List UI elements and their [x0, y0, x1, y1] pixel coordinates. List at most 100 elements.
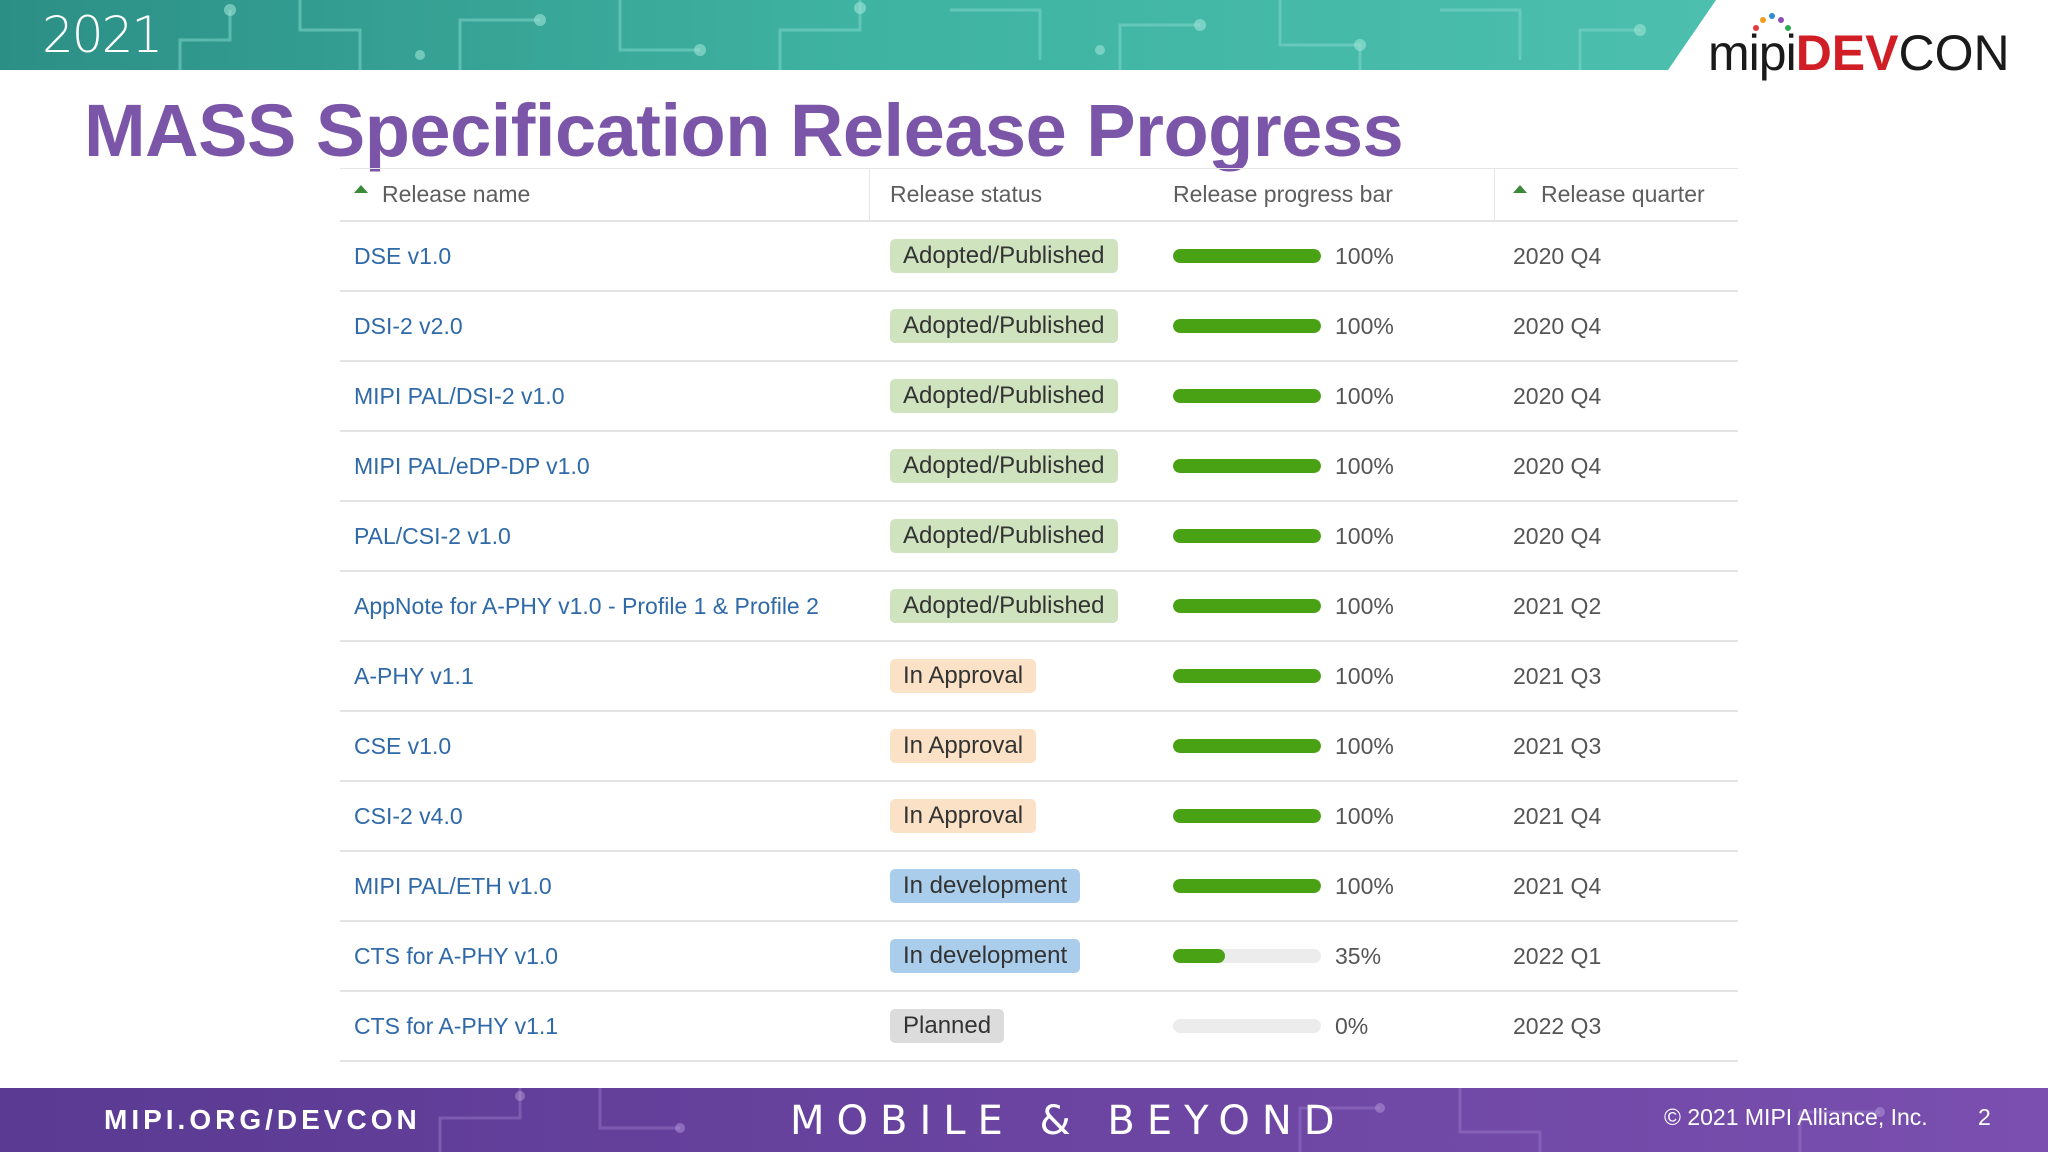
release-name-cell: CSI-2 v4.0	[340, 782, 870, 850]
release-progress-cell: 100%	[1155, 712, 1495, 780]
release-name-cell: CSE v1.0	[340, 712, 870, 780]
progress-bar	[1173, 739, 1321, 753]
release-name-link[interactable]: DSI-2 v2.0	[354, 312, 463, 339]
release-status-cell: Adopted/Published	[870, 292, 1155, 360]
status-badge: In development	[890, 869, 1081, 903]
column-header-progress-bar[interactable]: Release progress bar	[1155, 169, 1495, 220]
progress-bar	[1173, 319, 1321, 333]
status-badge: In Approval	[890, 659, 1037, 693]
table-row: PAL/CSI-2 v1.0 Adopted/Published 100% 2020 …	[340, 502, 1738, 572]
progress-bar	[1173, 389, 1321, 403]
column-header-release-quarter[interactable]: Release quarter	[1495, 169, 1738, 220]
release-name-link[interactable]: MIPI PAL/ETH v1.0	[354, 872, 552, 899]
release-status-cell: In development	[870, 852, 1155, 920]
release-quarter: 2020 Q4	[1513, 522, 1602, 549]
release-name-link[interactable]: MIPI PAL/eDP-DP v1.0	[354, 452, 590, 479]
column-header-label: Release status	[890, 181, 1043, 207]
progress-percent: 100%	[1335, 242, 1394, 269]
release-name-link[interactable]: CSI-2 v4.0	[354, 802, 463, 829]
progress-bar	[1173, 249, 1321, 263]
release-progress-cell: 100%	[1155, 642, 1495, 710]
column-header-release-name[interactable]: Release name	[340, 169, 870, 220]
release-quarter: 2020 Q4	[1513, 242, 1602, 269]
progress-bar-fill	[1173, 669, 1321, 683]
release-name-link[interactable]: CSE v1.0	[354, 732, 452, 759]
progress-percent: 100%	[1335, 522, 1394, 549]
progress-bar-fill	[1173, 529, 1321, 543]
release-name-cell: CTS for A-PHY v1.0	[340, 922, 870, 990]
release-name-cell: PAL/CSI-2 v1.0	[340, 502, 870, 570]
release-status-cell: Adopted/Published	[870, 502, 1155, 570]
release-quarter-cell: 2021 Q3	[1495, 642, 1738, 710]
table-row: AppNote for A-PHY v1.0 - Profile 1 & Pro…	[340, 572, 1738, 642]
table-row: MIPI PAL/ETH v1.0 In development 100% 2021 …	[340, 852, 1738, 922]
progress-percent: 100%	[1335, 802, 1394, 829]
release-quarter-cell: 2021 Q4	[1495, 852, 1738, 920]
progress-bar	[1173, 459, 1321, 473]
progress-bar	[1173, 879, 1321, 893]
status-badge: Adopted/Published	[890, 519, 1118, 553]
logo-dots-icon	[1753, 13, 1791, 31]
release-name-link[interactable]: A-PHY v1.1	[354, 662, 474, 689]
column-header-release-status[interactable]: Release status	[870, 169, 1155, 220]
release-quarter: 2020 Q4	[1513, 382, 1602, 409]
release-quarter-cell: 2020 Q4	[1495, 502, 1738, 570]
release-name-cell: A-PHY v1.1	[340, 642, 870, 710]
progress-bar-fill	[1173, 739, 1321, 753]
release-quarter: 2022 Q3	[1513, 1012, 1602, 1039]
release-progress-cell: 100%	[1155, 362, 1495, 430]
release-progress-cell: 35%	[1155, 922, 1495, 990]
progress-percent: 35%	[1335, 942, 1382, 969]
release-quarter-cell: 2021 Q2	[1495, 572, 1738, 640]
circuit-banner-graphic	[0, 0, 1716, 70]
bottom-banner	[0, 1088, 2048, 1152]
table-row: MIPI PAL/eDP-DP v1.0 Adopted/Published 100…	[340, 432, 1738, 502]
logo-dev-text: DEV	[1795, 25, 1899, 81]
status-badge: In Approval	[890, 729, 1037, 763]
status-badge: In Approval	[890, 799, 1037, 833]
footer-tagline: MOBILE & BEYOND	[790, 1098, 1347, 1144]
release-status-cell: In development	[870, 922, 1155, 990]
release-progress-cell: 0%	[1155, 992, 1495, 1060]
progress-bar-fill	[1173, 319, 1321, 333]
release-quarter: 2020 Q4	[1513, 452, 1602, 479]
progress-percent: 100%	[1335, 452, 1394, 479]
status-badge: Adopted/Published	[890, 449, 1118, 483]
progress-bar-fill	[1173, 809, 1321, 823]
release-quarter-cell: 2022 Q3	[1495, 992, 1738, 1060]
release-name-link[interactable]: MIPI PAL/DSI-2 v1.0	[354, 382, 565, 409]
release-name-link[interactable]: AppNote for A-PHY v1.0 - Profile 1 & Pro…	[354, 592, 819, 619]
progress-bar-fill	[1173, 599, 1321, 613]
progress-percent: 100%	[1335, 732, 1394, 759]
footer-copyright: © 2021 MIPI Alliance, Inc.	[1664, 1104, 1928, 1130]
column-header-label: Release progress bar	[1173, 181, 1393, 207]
release-status-cell: Adopted/Published	[870, 362, 1155, 430]
status-badge: Adopted/Published	[890, 309, 1118, 343]
table-row: A-PHY v1.1 In Approval 100% 2021 Q3	[340, 642, 1738, 712]
release-name-link[interactable]: CTS for A-PHY v1.1	[354, 1012, 559, 1039]
progress-percent: 100%	[1335, 382, 1394, 409]
release-progress-cell: 100%	[1155, 782, 1495, 850]
progress-bar	[1173, 529, 1321, 543]
logo-con-text: CON	[1898, 25, 2010, 81]
page-number: 2	[1978, 1104, 1991, 1130]
release-name-link[interactable]: CTS for A-PHY v1.0	[354, 942, 559, 969]
sort-ascending-icon[interactable]	[354, 184, 368, 193]
release-name-link[interactable]: DSE v1.0	[354, 242, 452, 269]
top-banner: 2021	[0, 0, 2048, 70]
release-status-cell: Adopted/Published	[870, 572, 1155, 640]
release-name-cell: MIPI PAL/ETH v1.0	[340, 852, 870, 920]
release-name-cell: MIPI PAL/eDP-DP v1.0	[340, 432, 870, 500]
progress-bar	[1173, 599, 1321, 613]
table-row: CSI-2 v4.0 In Approval 100% 2021 Q4	[340, 782, 1738, 852]
release-progress-cell: 100%	[1155, 852, 1495, 920]
release-status-cell: Adopted/Published	[870, 432, 1155, 500]
table-body: DSE v1.0 Adopted/Published 100% 2020 Q4 DSI-…	[340, 222, 1738, 1062]
sort-ascending-icon[interactable]	[1513, 184, 1527, 193]
release-quarter-cell: 2021 Q3	[1495, 712, 1738, 780]
circuit-footer-graphic	[0, 1088, 2048, 1152]
release-name-cell: MIPI PAL/DSI-2 v1.0	[340, 362, 870, 430]
release-name-link[interactable]: PAL/CSI-2 v1.0	[354, 522, 511, 549]
progress-percent: 100%	[1335, 592, 1394, 619]
release-progress-cell: 100%	[1155, 292, 1495, 360]
